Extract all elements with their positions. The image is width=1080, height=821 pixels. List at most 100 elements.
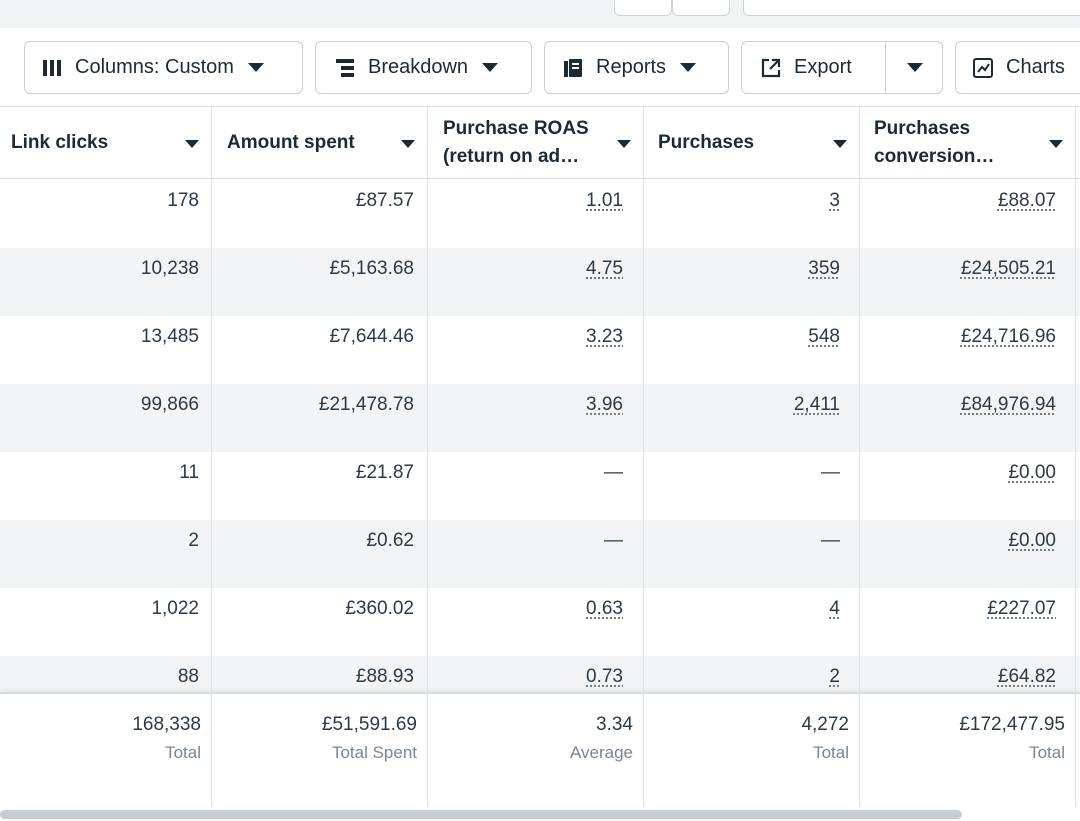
header-label: Purchase ROAS (return on ad… <box>443 115 589 171</box>
total-label: Average <box>569 743 633 762</box>
export-icon[interactable] <box>760 57 782 79</box>
table-row[interactable]: 99,866 £21,478.78 3.96 2,411 £84,976.94 <box>0 384 1080 452</box>
column-divider <box>859 107 860 807</box>
cell-amount-spent: £360.02 <box>345 598 414 619</box>
table-row[interactable]: 88 £88.93 0.73 2 £64.82 <box>0 656 1080 692</box>
sort-caret-icon[interactable] <box>185 140 199 148</box>
cell-purchases: — <box>821 462 840 483</box>
table-header: Link clicks Amount spent Purchase ROAS (… <box>0 107 1080 179</box>
cell-purchases[interactable]: 3 <box>829 190 840 211</box>
table-row[interactable]: 2 £0.62 — — £0.00 <box>0 520 1080 588</box>
caret-down-icon <box>482 63 499 72</box>
cell-conversion[interactable]: £227.07 <box>987 598 1056 619</box>
cell-link-clicks: 1,022 <box>151 598 199 619</box>
export-split-button: Export <box>741 41 943 94</box>
sort-caret-icon[interactable] <box>401 140 415 148</box>
cell-link-clicks: 99,866 <box>140 394 199 415</box>
total-label: Total Spent <box>331 743 417 762</box>
column-header-purchase-roas[interactable]: Purchase ROAS (return on ad… <box>427 107 643 179</box>
reports-icon <box>564 58 582 77</box>
metrics-table: Link clicks Amount spent Purchase ROAS (… <box>0 106 1080 807</box>
export-label[interactable]: Export <box>794 56 852 78</box>
table-row[interactable]: 13,485 £7,644.46 3.23 548 £24,716.96 <box>0 316 1080 384</box>
cell-roas[interactable]: 1.01 <box>586 190 623 211</box>
total-purchase-roas: 3.34 Average <box>427 712 633 766</box>
sort-caret-icon[interactable] <box>617 140 631 148</box>
cell-roas[interactable]: 3.96 <box>586 394 623 415</box>
header-label: Purchases <box>658 132 755 153</box>
sort-caret-icon[interactable] <box>1049 140 1063 148</box>
cell-roas[interactable]: 3.23 <box>586 326 623 347</box>
column-divider <box>1075 107 1076 807</box>
breakdown-button[interactable]: Breakdown <box>315 41 532 94</box>
caret-down-icon <box>247 63 264 72</box>
cell-link-clicks: 10,238 <box>140 258 199 279</box>
split-divider <box>885 42 886 93</box>
table-row[interactable]: 10,238 £5,163.68 4.75 359 £24,505.21 <box>0 248 1080 316</box>
sort-caret-icon[interactable] <box>833 140 847 148</box>
cell-conversion[interactable]: £0.00 <box>1008 462 1056 483</box>
column-header-purchases[interactable]: Purchases <box>643 107 859 179</box>
cell-purchases: — <box>821 530 840 551</box>
cell-link-clicks: 2 <box>188 530 199 551</box>
cell-roas[interactable]: 0.73 <box>586 666 623 687</box>
header-label: Amount spent <box>227 132 355 153</box>
header-line: Purchase ROAS <box>443 118 589 139</box>
cell-purchases[interactable]: 2,411 <box>793 394 840 415</box>
cell-purchases[interactable]: 2 <box>829 666 840 687</box>
total-label: Total <box>1029 743 1065 762</box>
cell-conversion[interactable]: £64.82 <box>997 666 1056 687</box>
cell-conversion[interactable]: £88.07 <box>997 190 1056 211</box>
header-line: (return on ad… <box>443 146 580 167</box>
column-divider <box>211 107 212 807</box>
cell-amount-spent: £21.87 <box>355 462 414 483</box>
cell-conversion[interactable]: £84,976.94 <box>960 394 1056 415</box>
table-row[interactable]: 178 £87.57 1.01 3 £88.07 <box>0 180 1080 248</box>
cell-amount-spent: £88.93 <box>355 666 414 687</box>
cell-conversion[interactable]: £24,505.21 <box>960 258 1056 279</box>
columns-button[interactable]: Columns: Custom <box>24 41 303 94</box>
top-strip <box>0 0 1080 28</box>
cell-roas: — <box>604 462 623 483</box>
cell-amount-spent: £21,478.78 <box>318 394 414 415</box>
charts-label: Charts <box>1006 56 1065 78</box>
cell-amount-spent: £87.57 <box>355 190 414 211</box>
top-control-right[interactable] <box>672 0 730 16</box>
cell-roas[interactable]: 0.63 <box>586 598 623 619</box>
chart-trend-icon <box>973 57 993 78</box>
header-label: Purchases conversion… <box>874 115 994 171</box>
total-label: Total <box>813 743 849 762</box>
header-line: Purchases <box>874 118 971 139</box>
column-header-purchases-conversion[interactable]: Purchases conversion… <box>859 107 1075 179</box>
cell-conversion[interactable]: £24,716.96 <box>960 326 1056 347</box>
column-header-link-clicks[interactable]: Link clicks <box>0 107 211 179</box>
column-divider <box>643 107 644 807</box>
columns-icon <box>43 59 61 76</box>
header-label: Link clicks <box>11 132 109 153</box>
cell-conversion[interactable]: £0.00 <box>1008 530 1056 551</box>
table-totals-row: 168,338 Total £51,591.69 Total Spent 3.3… <box>0 692 1080 807</box>
table-row[interactable]: 11 £21.87 — — £0.00 <box>0 452 1080 520</box>
cell-purchases[interactable]: 4 <box>829 598 840 619</box>
table-row[interactable]: 1,022 £360.02 0.63 4 £227.07 <box>0 588 1080 656</box>
cell-purchases[interactable]: 359 <box>808 258 840 279</box>
charts-button[interactable]: Charts <box>955 41 1080 94</box>
header-line: conversion… <box>874 146 995 167</box>
reports-button[interactable]: Reports <box>544 41 729 94</box>
export-options-caret-icon[interactable] <box>907 63 923 72</box>
top-field[interactable] <box>743 0 1080 16</box>
cell-roas[interactable]: 4.75 <box>586 258 623 279</box>
cell-purchases[interactable]: 548 <box>808 326 840 347</box>
total-value: 168,338 <box>132 714 201 735</box>
total-amount-spent: £51,591.69 Total Spent <box>211 712 417 766</box>
column-divider <box>427 107 428 807</box>
cell-link-clicks: 11 <box>179 462 199 483</box>
columns-label: Columns: Custom <box>75 56 234 78</box>
column-header-amount-spent[interactable]: Amount spent <box>211 107 427 179</box>
scrollbar-thumb[interactable] <box>0 810 962 819</box>
reports-label: Reports <box>596 56 667 78</box>
table-body: 178 £87.57 1.01 3 £88.07 10,238 £5,163.68 4.75 3… <box>0 180 1080 692</box>
top-control-left[interactable] <box>614 0 672 16</box>
horizontal-scrollbar[interactable] <box>0 807 1080 821</box>
cell-link-clicks: 178 <box>167 190 199 211</box>
